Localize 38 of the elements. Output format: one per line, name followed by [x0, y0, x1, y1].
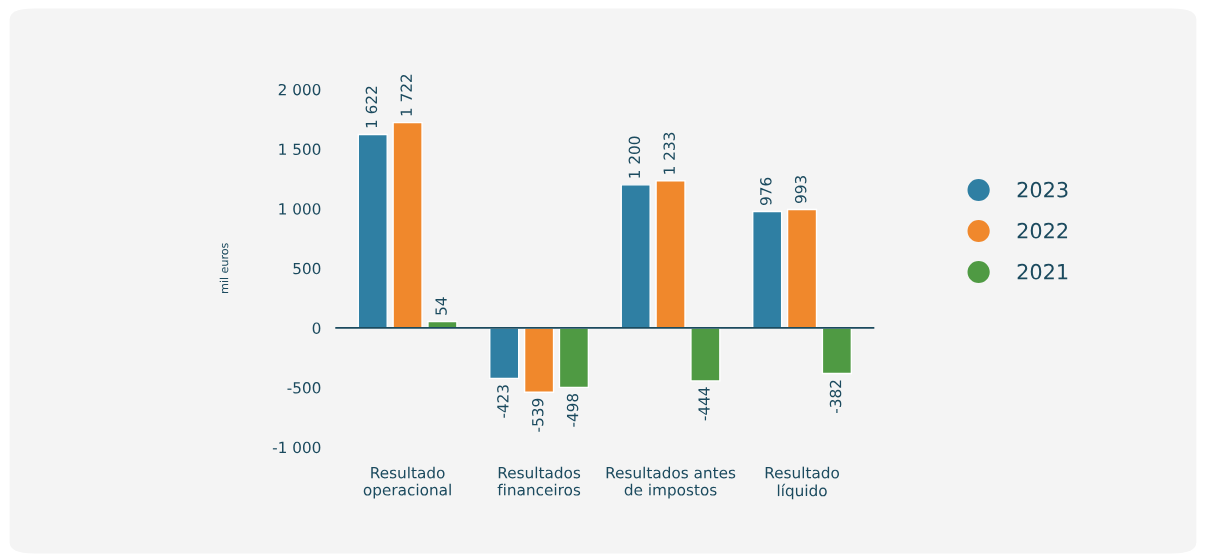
bar [558, 327, 590, 389]
bar [655, 180, 686, 329]
bar [690, 327, 721, 382]
bar [786, 208, 818, 329]
data-label: 1 200 [628, 136, 641, 178]
x-tick-label: Resultado operacional [363, 466, 451, 499]
data-label: -382 [829, 380, 842, 413]
x-tick-label: Resultados financeiros [497, 466, 581, 496]
y-tick-label: 2 000 [278, 83, 321, 96]
y-tick-label: 500 [293, 262, 321, 275]
bar [620, 184, 651, 329]
data-label: -444 [698, 387, 710, 421]
x-tick-label: Resultado líquido [765, 466, 839, 500]
bar [752, 210, 783, 329]
data-label: -498 [566, 393, 579, 427]
data-label: 976 [760, 177, 772, 206]
data-label: -423 [497, 385, 509, 418]
bar [392, 121, 423, 329]
y-tick-label: 1 500 [279, 143, 321, 156]
bar [489, 327, 520, 380]
data-label: -539 [531, 398, 544, 432]
bar [357, 133, 388, 329]
bar [821, 327, 853, 375]
bar [523, 327, 555, 393]
y-tick-label: -500 [287, 382, 321, 394]
x-tick-label: Resultados antes de impostos [606, 466, 736, 499]
data-label: 993 [794, 176, 807, 204]
data-label: 54 [435, 297, 447, 315]
y-axis-title: mil euros [219, 243, 229, 293]
y-tick-label: 0 [312, 322, 321, 334]
y-tick-label: -1 000 [272, 441, 321, 454]
legend-label: 2022 [1017, 222, 1068, 239]
y-tick-label: 1 000 [279, 203, 321, 215]
legend-label: 2023 [1017, 181, 1068, 198]
legend-label: 2021 [1017, 263, 1068, 280]
data-label: 1 722 [400, 74, 412, 116]
data-label: 1 622 [365, 86, 378, 128]
data-label: 1 233 [663, 132, 675, 174]
